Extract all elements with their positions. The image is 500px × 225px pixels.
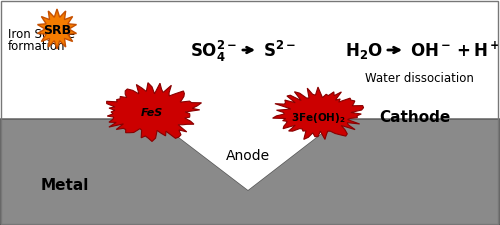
Text: SRB: SRB: [43, 23, 71, 36]
Text: Anode: Anode: [226, 148, 270, 162]
Polygon shape: [38, 10, 76, 50]
Polygon shape: [0, 119, 500, 225]
Text: Iron Sulfide: Iron Sulfide: [8, 28, 75, 41]
Text: $\mathregular{S^{2-}}$: $\mathregular{S^{2-}}$: [263, 41, 296, 61]
Text: $\mathregular{3Fe(OH)_2}$: $\mathregular{3Fe(OH)_2}$: [290, 110, 346, 124]
Text: Metal: Metal: [41, 178, 89, 193]
Polygon shape: [155, 119, 340, 190]
Text: formation: formation: [8, 40, 66, 53]
Text: $\mathregular{OH^- + H^+}$: $\mathregular{OH^- + H^+}$: [410, 41, 500, 60]
Text: FeS: FeS: [141, 108, 163, 117]
Polygon shape: [106, 83, 202, 142]
Text: Cathode: Cathode: [380, 110, 450, 125]
Text: Water dissociation: Water dissociation: [365, 71, 474, 84]
Polygon shape: [272, 88, 364, 140]
Text: $\mathregular{H_2O}$: $\mathregular{H_2O}$: [345, 41, 383, 61]
Text: $\mathregular{SO_4^{2-}}$: $\mathregular{SO_4^{2-}}$: [190, 38, 237, 63]
